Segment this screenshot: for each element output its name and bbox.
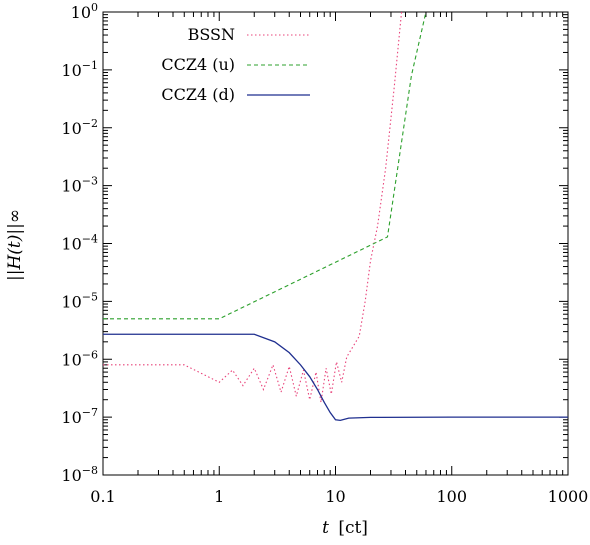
y-tick-base: 10 <box>61 350 81 369</box>
y-tick-exponent: −4 <box>82 233 98 246</box>
x-tick-label: 1000 <box>548 487 589 506</box>
legend-label: CCZ4 (d) <box>161 85 235 104</box>
y-tick-label: 10−6 <box>61 348 98 369</box>
plot-frame <box>102 11 569 476</box>
y-tick-label: 10−7 <box>61 406 98 427</box>
plot-frame-group <box>102 11 569 476</box>
series-line-bssn <box>103 12 403 403</box>
y-tick-exponent: −8 <box>82 464 98 477</box>
y-tick-base: 10 <box>61 235 81 254</box>
y-tick-exponent: −1 <box>82 59 98 72</box>
y-tick-base: 10 <box>61 177 81 196</box>
x-axis-variable: t <box>322 518 329 538</box>
series-group <box>103 12 568 421</box>
y-tick-base: 10 <box>61 119 81 138</box>
y-tick-exponent: −6 <box>82 348 98 361</box>
y-tick-label: 10−8 <box>61 464 98 485</box>
y-tick-base: 10 <box>71 3 91 22</box>
legend: BSSN CCZ4 (u) CCZ4 (d) <box>161 25 310 104</box>
y-tick-exponent: −2 <box>82 117 98 130</box>
series-line-ccz4-u <box>103 12 427 320</box>
y-tick-base: 10 <box>61 292 81 311</box>
legend-label: BSSN <box>188 25 235 44</box>
y-tick-base: 10 <box>61 408 81 427</box>
x-tick-label: 100 <box>436 487 467 506</box>
y-tick-exponent: −5 <box>82 290 98 303</box>
y-tick-label: 10−2 <box>61 117 98 138</box>
x-axis-title: t [ct] <box>322 518 368 538</box>
y-tick-base: 10 <box>61 61 81 80</box>
y-tick-label: 10−4 <box>61 233 98 254</box>
series-line-ccz4-d <box>103 333 568 421</box>
y-tick-exponent: −7 <box>82 406 98 419</box>
y-tick-label: 10−3 <box>61 175 98 196</box>
y-tick-exponent: 0 <box>91 1 98 14</box>
legend-label: CCZ4 (u) <box>161 55 235 74</box>
y-tick-label: 10−1 <box>61 59 98 80</box>
x-tick-label: 0.1 <box>90 487 115 506</box>
y-tick-label: 100 <box>71 1 98 22</box>
x-tick-label: 10 <box>325 487 345 506</box>
x-tick-label: 1 <box>214 487 224 506</box>
y-axis-title: ||H(t)||∞ <box>5 209 25 281</box>
y-tick-exponent: −3 <box>82 175 98 188</box>
x-axis-unit: [ct] <box>338 518 368 538</box>
y-tick-label: 10−5 <box>61 290 98 311</box>
y-tick-base: 10 <box>61 466 81 485</box>
